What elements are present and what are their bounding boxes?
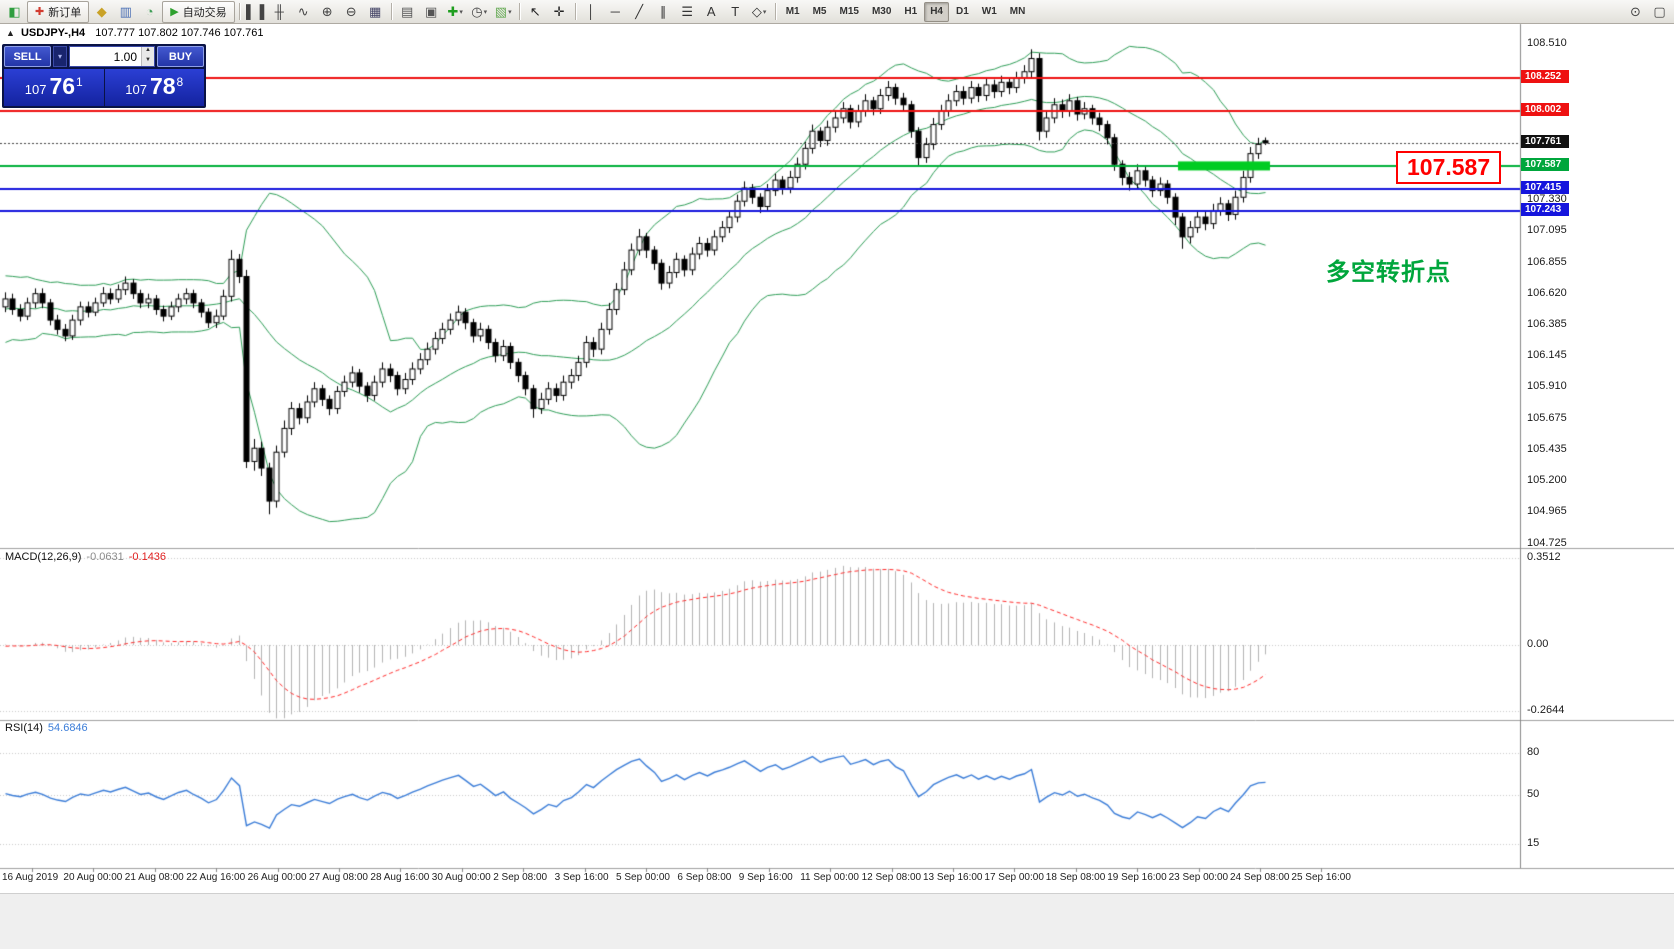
macd-name: MACD(12,26,9) bbox=[5, 551, 82, 563]
line-chart-icon[interactable]: ∿ bbox=[297, 3, 309, 19]
market-watch-icon[interactable]: ▥ bbox=[119, 3, 132, 19]
lot-size-field: 1.00 ▲ ▼ bbox=[69, 46, 155, 67]
candlestick-chart-icon[interactable]: ╫ bbox=[274, 4, 284, 19]
lot-stepper: ▲ ▼ bbox=[141, 47, 154, 66]
channel-icon[interactable]: ∥ bbox=[659, 3, 667, 19]
macd-main-value: -0.0631 bbox=[86, 551, 124, 563]
trendline-icon[interactable]: ╱ bbox=[635, 3, 644, 19]
sell-price-prefix: 107 bbox=[24, 82, 47, 97]
main-toolbar: ◧ ✚ 新订单 ◆ ▥ ◔ ▶ 自动交易 ▌▐ ╫ ∿ ⊕ ⊖ ▦ ▤ ▣ ✚ ▾ ◷ ▾ ▧ ▾ ↖ ✛ │ ─ ╱ ∥ ☰ A T ◇ ▾ M… bbox=[0, 0, 1674, 24]
crosshair-icon[interactable]: ✛ bbox=[553, 3, 565, 19]
refresh-icon[interactable]: ◔ bbox=[145, 4, 154, 19]
periods-button[interactable]: ◷ ▾ bbox=[471, 3, 488, 19]
text-icon[interactable]: A bbox=[706, 4, 716, 19]
periods-button-caret: ▾ bbox=[483, 8, 488, 16]
chart-title: ▲ USDJPY-,H4 107.777 107.802 107.746 107… bbox=[6, 27, 263, 39]
chart-ohlc-values: 107.777 107.802 107.746 107.761 bbox=[95, 27, 264, 39]
horizontal-line-icon[interactable]: ─ bbox=[610, 4, 620, 19]
lot-decrease-button[interactable]: ▼ bbox=[145, 56, 151, 63]
zoom-in-icon[interactable]: ⊕ bbox=[321, 3, 333, 19]
buy-price-prefix: 107 bbox=[125, 82, 147, 97]
timeframe-h1[interactable]: H1 bbox=[904, 6, 918, 17]
sell-price-sup: 1 bbox=[76, 75, 83, 89]
one-click-trading-panel: SELL ▾ 1.00 ▲ ▼ BUY 107 76 1 107 78 8 bbox=[2, 44, 206, 108]
bottom-strip bbox=[0, 893, 1674, 949]
trade-controls-row: SELL ▾ 1.00 ▲ ▼ BUY bbox=[4, 46, 204, 67]
autotrading-button-icon: ▶ bbox=[170, 6, 179, 18]
timeframe-h4[interactable]: H4 bbox=[924, 1, 949, 22]
buy-price-sup: 8 bbox=[176, 75, 184, 89]
sell-price-main: 76 bbox=[49, 73, 76, 99]
toolbar-separator bbox=[774, 3, 776, 20]
new-order-button[interactable]: ✚ 新订单 bbox=[27, 0, 90, 23]
bar-chart-icon[interactable]: ▌▐ bbox=[245, 4, 265, 19]
shapes-icon[interactable]: ◇ ▾ bbox=[751, 3, 767, 19]
lot-size-input[interactable]: 1.00 bbox=[113, 49, 137, 64]
trend-annotation-text: 多空转折点 bbox=[1326, 259, 1451, 286]
new-window-icon[interactable]: ▢ bbox=[1653, 3, 1666, 19]
timeframe-m15[interactable]: M15 bbox=[839, 6, 859, 17]
chart-shift-icon[interactable]: ▣ bbox=[425, 3, 438, 19]
macd-signal-value: -0.1436 bbox=[128, 551, 167, 563]
template-button[interactable]: ▧ ▾ bbox=[494, 3, 512, 19]
lot-increase-button[interactable]: ▲ bbox=[145, 47, 151, 53]
cursor-icon[interactable]: ↖ bbox=[529, 3, 541, 19]
toolbar-separator bbox=[574, 3, 576, 20]
sell-button[interactable]: SELL bbox=[4, 46, 51, 67]
timeframe-w1[interactable]: W1 bbox=[981, 6, 997, 17]
buy-price[interactable]: 107 78 8 bbox=[104, 69, 204, 106]
timeframe-m1[interactable]: M1 bbox=[785, 6, 800, 17]
add-indicator-button-caret: ▾ bbox=[459, 8, 463, 16]
toolbar-separator bbox=[238, 3, 240, 20]
buy-price-main: 78 bbox=[149, 73, 176, 99]
chart-profiles-icon[interactable]: ◆ bbox=[96, 3, 107, 19]
rsi-value: 54.6846 bbox=[47, 722, 88, 734]
label-icon[interactable]: T bbox=[731, 4, 740, 19]
rsi-indicator-label: RSI(14) 54.6846 bbox=[5, 722, 88, 734]
chart-symbol-period: USDJPY-,H4 bbox=[20, 27, 86, 39]
toolbar-separator bbox=[390, 3, 392, 20]
search-icon[interactable]: ⊙ bbox=[1630, 3, 1641, 19]
tile-windows-icon[interactable]: ▦ bbox=[369, 3, 382, 19]
trade-prices-row: 107 76 1 107 78 8 bbox=[4, 69, 204, 106]
one-click-collapse-arrow[interactable]: ▲ bbox=[6, 28, 15, 38]
macd-indicator-label: MACD(12,26,9) -0.0631 -0.1436 bbox=[5, 551, 166, 563]
shapes-icon-caret: ▾ bbox=[762, 8, 767, 16]
timeframe-mn[interactable]: MN bbox=[1009, 6, 1026, 17]
order-type-dropdown[interactable]: ▾ bbox=[53, 46, 67, 67]
new-order-button-icon: ✚ bbox=[35, 6, 45, 18]
autotrading-button[interactable]: ▶ 自动交易 bbox=[162, 0, 235, 23]
auto-scroll-icon[interactable]: ▤ bbox=[401, 3, 414, 19]
timeframe-m30[interactable]: M30 bbox=[871, 6, 892, 17]
timeframe-d1[interactable]: D1 bbox=[956, 6, 969, 17]
buy-button[interactable]: BUY bbox=[157, 46, 204, 67]
vertical-line-icon[interactable]: │ bbox=[587, 4, 596, 19]
template-button-caret: ▾ bbox=[508, 8, 512, 16]
new-order-button-label: 新订单 bbox=[48, 6, 82, 19]
autotrading-button-label: 自动交易 bbox=[182, 6, 227, 19]
app-icon[interactable]: ◧ bbox=[8, 3, 21, 19]
sell-price[interactable]: 107 76 1 bbox=[4, 69, 105, 106]
rsi-name: RSI(14) bbox=[5, 722, 43, 734]
zoom-out-icon[interactable]: ⊖ bbox=[345, 3, 357, 19]
fibonacci-icon[interactable]: ☰ bbox=[681, 3, 694, 19]
toolbar-separator bbox=[518, 3, 520, 20]
timeframe-m5[interactable]: M5 bbox=[812, 6, 827, 17]
key-level-price-label: 107.587 bbox=[1396, 151, 1502, 184]
add-indicator-button[interactable]: ✚ ▾ bbox=[447, 3, 463, 19]
